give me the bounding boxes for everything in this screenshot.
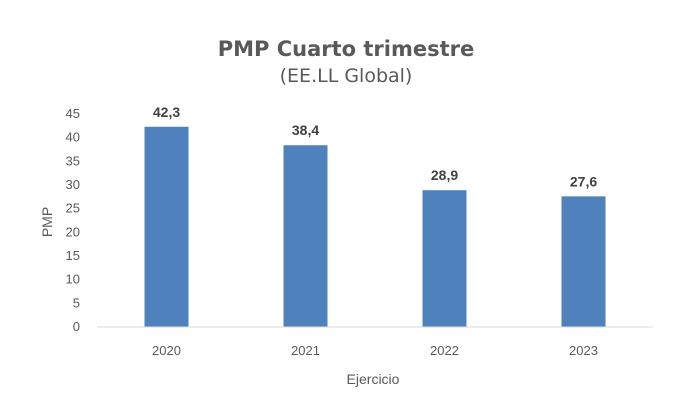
y-tick-label: 20	[66, 224, 80, 239]
y-tick-label: 40	[66, 130, 80, 145]
bar	[422, 190, 467, 327]
bar	[283, 145, 328, 327]
y-tick-label: 35	[66, 153, 80, 168]
y-tick-label: 30	[66, 177, 80, 192]
data-labels: 42,3 38,4 28,9 27,6	[153, 104, 597, 190]
x-tick-label: 2021	[291, 343, 320, 358]
y-axis-ticks: 0 5 10 15 20 25 30 35 40 45	[66, 106, 80, 334]
y-tick-label: 45	[66, 106, 80, 121]
bar	[144, 126, 189, 327]
y-tick-label: 0	[73, 319, 80, 334]
x-tick-label: 2023	[569, 343, 598, 358]
data-label: 42,3	[153, 104, 180, 120]
data-label: 38,4	[292, 122, 319, 138]
x-tick-label: 2022	[430, 343, 459, 358]
y-tick-label: 15	[66, 248, 80, 263]
chart-subtitle: (EE.LL Global)	[280, 65, 413, 87]
x-tick-label: 2020	[152, 343, 181, 358]
y-tick-label: 5	[73, 295, 80, 310]
data-label: 27,6	[570, 173, 597, 189]
bar	[561, 196, 606, 327]
chart-title: PMP Cuarto trimestre	[218, 37, 475, 61]
y-tick-label: 25	[66, 201, 80, 216]
bars	[144, 126, 606, 327]
x-axis-label: Ejercicio	[347, 371, 400, 387]
y-axis-label: PMP	[39, 207, 55, 237]
x-axis-ticks: 2020 2021 2022 2023	[152, 343, 598, 358]
y-tick-label: 10	[66, 272, 80, 287]
data-label: 28,9	[431, 167, 458, 183]
